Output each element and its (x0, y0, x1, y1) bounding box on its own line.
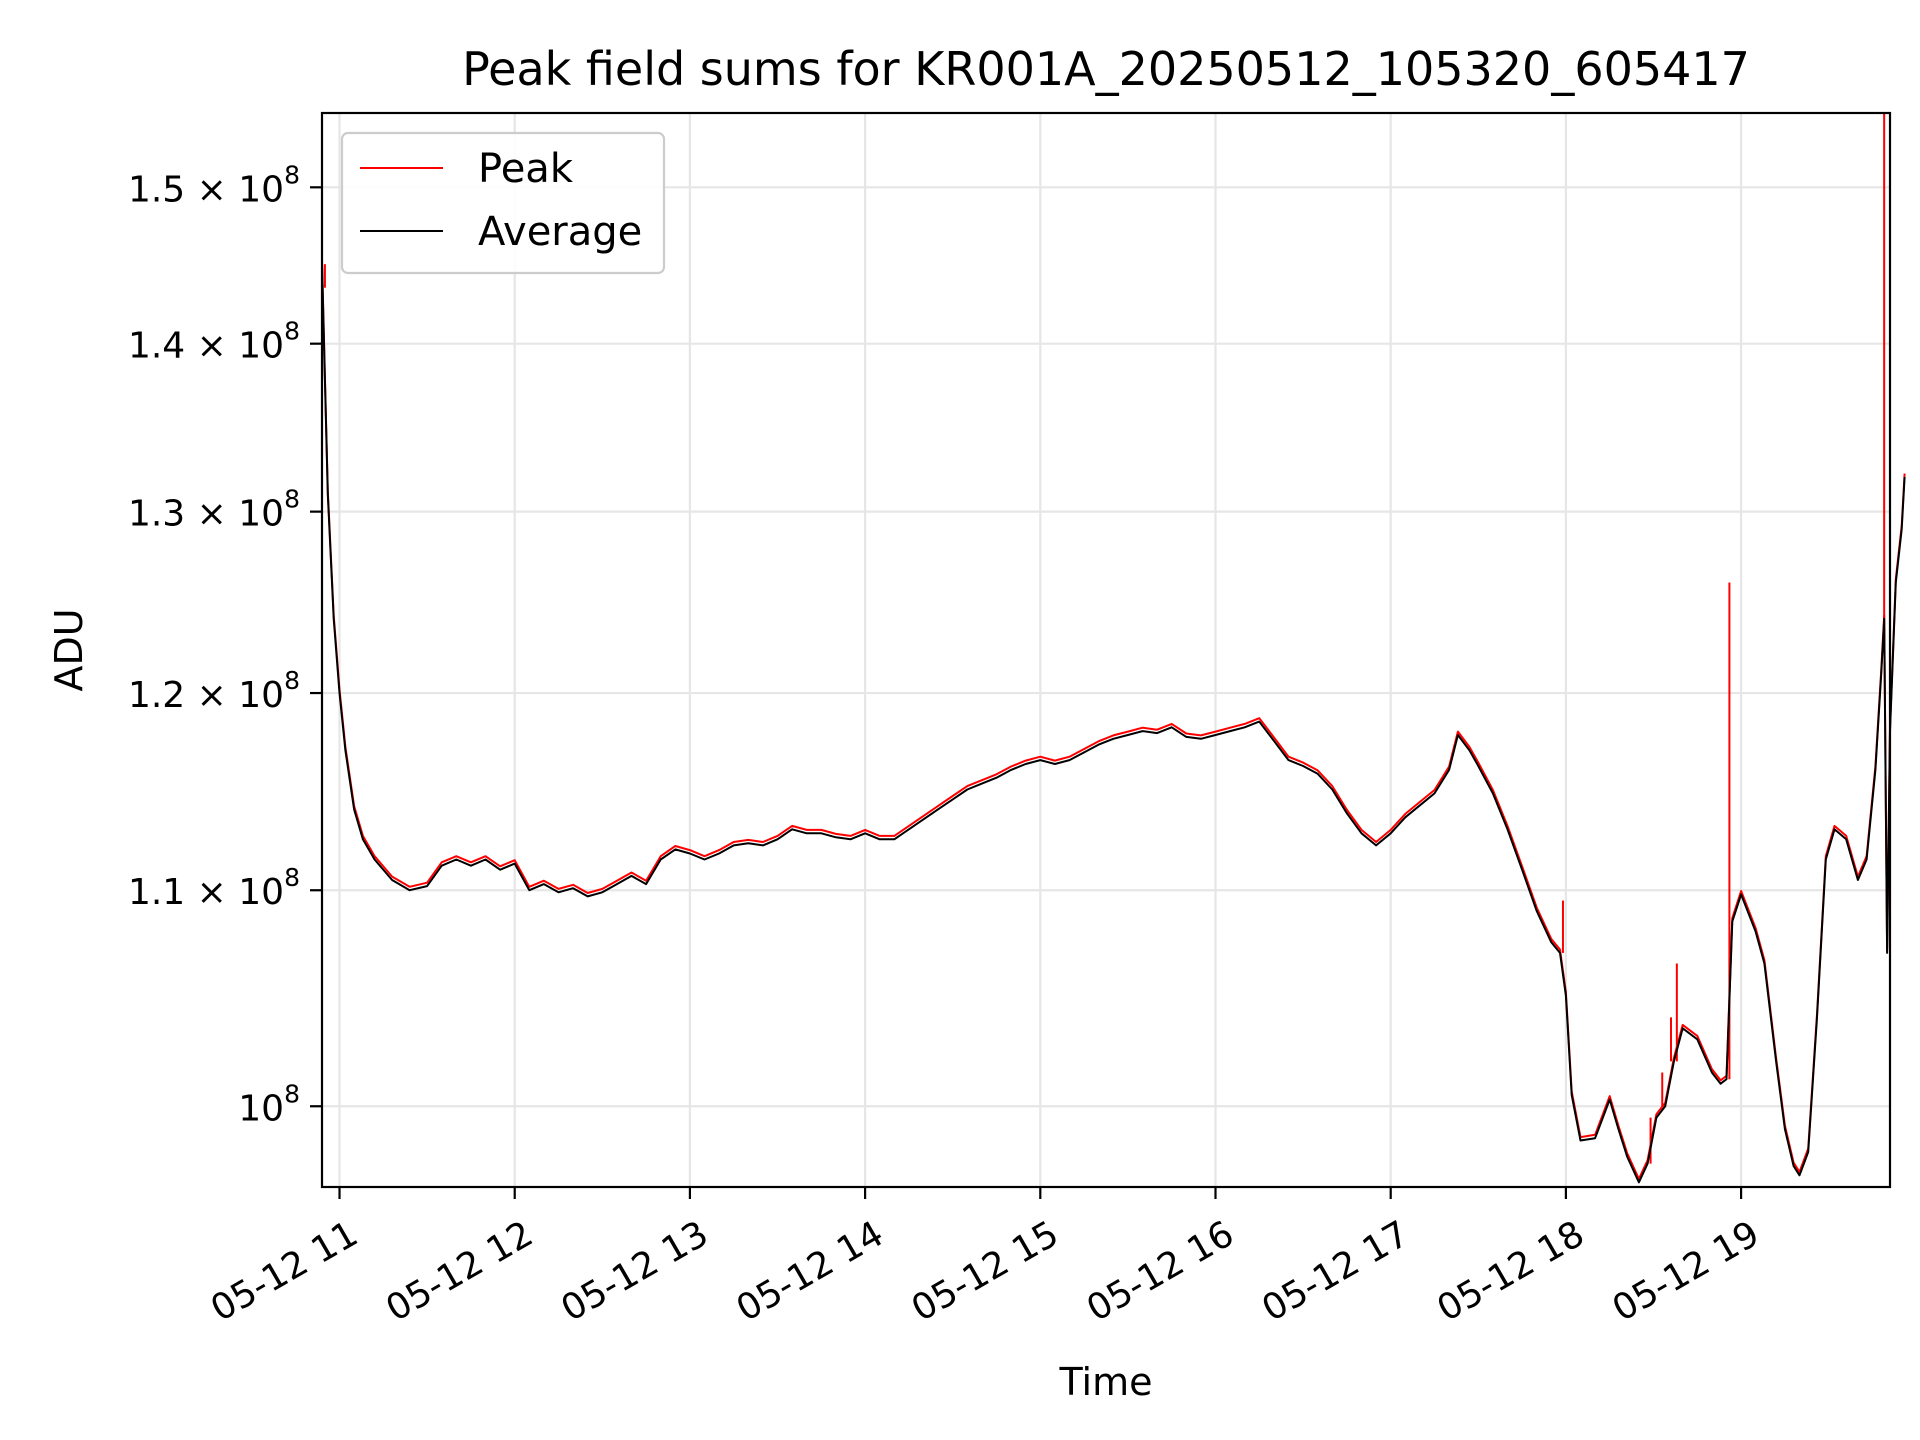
x-axis-label: Time (1059, 1360, 1153, 1404)
y-tick-base-4: 10 (238, 326, 284, 367)
legend-label-peak: Peak (478, 146, 574, 192)
y-tick-exp-5: 8 (284, 160, 300, 189)
y-tick-label-0: 108 (238, 1079, 300, 1129)
y-tick-times-1: × (185, 872, 238, 913)
y-tick-exp-4: 8 (284, 317, 300, 346)
y-tick-label-2: 1.2 × 108 (128, 666, 300, 716)
y-tick-mantissa-4: 1.4 (128, 326, 185, 367)
legend: Peak Average (340, 131, 666, 275)
y-tick-label-4: 1.4 × 108 (128, 317, 300, 367)
y-tick-times-3: × (185, 494, 238, 535)
y-tick-times-4: × (185, 326, 238, 367)
legend-label-average: Average (478, 209, 642, 255)
y-tick-mantissa-2: 1.2 (128, 675, 185, 716)
series-average-line (321, 264, 1906, 1184)
y-tick-mantissa-5: 1.5 (128, 169, 185, 210)
plot-frame (320, 111, 1892, 1189)
y-tick-base-0: 10 (238, 1088, 284, 1129)
y-tick-exp-1: 8 (284, 863, 300, 892)
y-tick-exp-3: 8 (284, 485, 300, 514)
y-tick-times-2: × (185, 675, 238, 716)
y-tick-times-5: × (185, 169, 238, 210)
y-tick-exp-2: 8 (284, 666, 300, 695)
y-tick-label-1: 1.1 × 108 (128, 863, 300, 913)
series-peak-line (321, 260, 1906, 1180)
y-tick-base-1: 10 (238, 872, 284, 913)
y-axis-label: ADU (47, 608, 91, 691)
y-tick-label-5: 1.5 × 108 (128, 160, 300, 210)
y-tick-mantissa-3: 1.3 (128, 494, 185, 535)
series-layer (321, 113, 1906, 1184)
y-tick-base-3: 10 (238, 494, 284, 535)
y-tick-base-5: 10 (238, 169, 284, 210)
y-tick-base-2: 10 (238, 675, 284, 716)
y-tick-label-3: 1.3 × 108 (128, 485, 300, 535)
chart-title: Peak field sums for KR001A_20250512_1053… (462, 42, 1750, 96)
y-tick-exp-0: 8 (284, 1079, 300, 1108)
y-tick-mantissa-1: 1.1 (128, 872, 185, 913)
